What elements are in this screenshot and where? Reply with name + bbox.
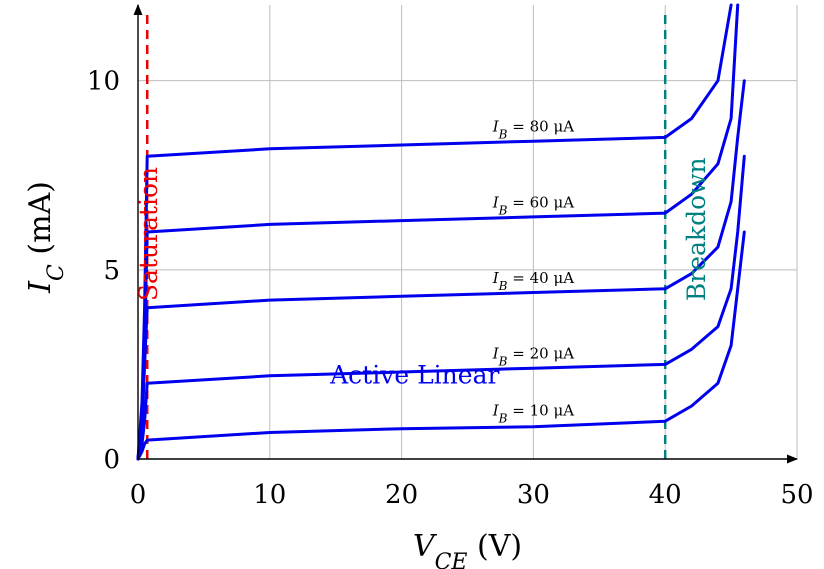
curve-layer: [136, 3, 746, 461]
label-layer: 0 10 20 30 40 50 0 5 10 VCE (V) IC (mA) IB = 80 μA I…: [23, 67, 814, 569]
y-tick-label-0: 0: [103, 445, 120, 475]
x-tick-label-20: 20: [385, 480, 418, 510]
x-tick-label-10: 10: [253, 480, 286, 510]
x-tick-label-30: 30: [517, 480, 550, 510]
curve-label-i-b-10-a: IB = 10 μA: [492, 401, 574, 425]
curve-label-i-b-40-a: IB = 40 μA: [492, 269, 574, 293]
y-tick-label-5: 5: [103, 256, 120, 286]
x-tick-label-40: 40: [649, 480, 682, 510]
x-axis-title: VCE (V): [413, 529, 522, 569]
curve-label-i-b-60-a: IB = 60 μA: [492, 193, 574, 217]
y-tick-label-10: 10: [87, 67, 120, 97]
x-tick-label-0: 0: [130, 480, 147, 510]
axis-layer: [133, 3, 799, 464]
x-tick-label-50: 50: [780, 480, 813, 510]
curve-i-b-10-a: [136, 230, 746, 461]
breakdown-label: Breakdown: [682, 157, 711, 301]
curve-i-b-80-a: [136, 3, 733, 461]
curve-label-i-b-80-a: IB = 80 μA: [492, 118, 574, 142]
active-linear-label: Active Linear: [329, 360, 499, 389]
curve-i-b-60-a: [136, 3, 740, 461]
saturation-label: Saturation: [134, 167, 163, 301]
y-axis-title: IC (mA): [23, 181, 69, 294]
curve-i-b-20-a: [136, 154, 746, 461]
curve-label-i-b-20-a: IB = 20 μA: [492, 345, 574, 369]
